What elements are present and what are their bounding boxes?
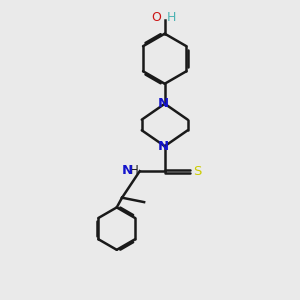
Text: N: N [158,97,169,110]
Text: O: O [151,11,161,24]
Text: N: N [158,140,169,153]
Text: H: H [130,164,138,177]
Text: H: H [167,11,176,24]
Text: S: S [193,165,202,178]
Text: N: N [122,164,133,177]
